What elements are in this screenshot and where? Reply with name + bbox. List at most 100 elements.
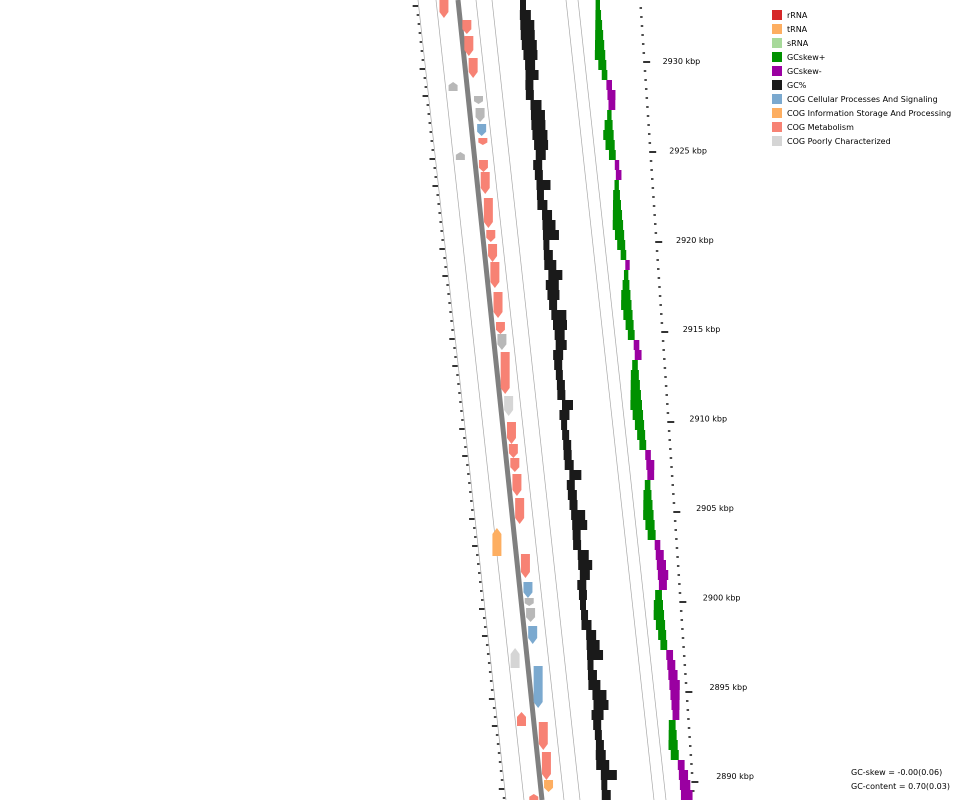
legend-label: COG Information Storage And Processing	[787, 108, 952, 118]
backbone-line	[455, 0, 545, 800]
gene-arrow	[520, 554, 530, 578]
gc-skew-bar	[678, 770, 689, 780]
gc-skew-bar	[637, 430, 646, 440]
gc-skew-bar	[612, 210, 623, 220]
legend-item: tRNA	[772, 22, 951, 36]
gc-skew-bar	[668, 720, 676, 730]
gc-skew-bar	[630, 380, 640, 390]
gc-skew-bar	[621, 290, 631, 300]
gene-arrow	[490, 262, 500, 288]
gene-arrow	[474, 96, 483, 104]
gc-skew-bar	[630, 400, 642, 410]
legend-label: COG Poorly Characterized	[787, 136, 891, 146]
gene-arrow	[510, 648, 520, 668]
gc-content-track	[519, 0, 617, 800]
gc-skew-bar	[655, 550, 664, 560]
gc-skew-bar	[670, 750, 679, 760]
position-label: 2915 kbp	[683, 325, 721, 334]
position-ticks	[412, 5, 699, 799]
ring-line	[565, 0, 655, 800]
gc-skew-bar	[655, 590, 662, 600]
position-label: 2895 kbp	[710, 683, 748, 692]
gc-skew-bar	[621, 300, 632, 310]
gc-content-band	[519, 0, 617, 800]
gene-arrow	[488, 244, 498, 262]
gc-skew-stat: GC-skew = -0.00(0.06)	[851, 768, 943, 777]
gc-skew-bar	[595, 20, 603, 30]
ring-guide-lines	[417, 0, 667, 800]
gc-skew-bar	[623, 310, 633, 320]
gc-skew-bar	[653, 610, 665, 620]
gc-skew-bar	[668, 730, 677, 740]
gene-arrow	[477, 124, 487, 136]
feature-track	[439, 0, 554, 800]
gc-skew-bar	[630, 370, 639, 380]
gene-arrow	[478, 160, 488, 172]
gc-skew-bar	[608, 100, 616, 110]
position-label: 2930 kbp	[663, 57, 701, 66]
gc-skew-bar	[656, 560, 666, 570]
legend-item: COG Information Storage And Processing	[772, 106, 951, 120]
legend-swatch	[772, 94, 782, 104]
ring-line	[491, 0, 581, 800]
gc-skew-bar	[645, 450, 651, 460]
gene-arrow	[462, 20, 472, 34]
legend-item: COG Poorly Characterized	[772, 134, 951, 148]
gc-skew-bar	[615, 170, 622, 180]
gc-skew-bar	[623, 270, 629, 280]
gc-skew-bar	[622, 280, 630, 290]
legend-label: rRNA	[787, 10, 808, 20]
position-label: 2910 kbp	[689, 415, 727, 424]
legend-label: COG Metabolism	[787, 122, 854, 132]
gc-skew-bar	[677, 760, 685, 770]
gc-skew-bar	[601, 70, 608, 80]
gc-skew-bar	[620, 250, 627, 260]
gene-arrow	[510, 458, 520, 472]
genome-backbone	[455, 0, 545, 800]
gc-skew-bar	[613, 200, 621, 210]
gc-skew-bar	[625, 260, 630, 270]
gc-skew-bar	[668, 670, 678, 680]
position-labels: 2930 kbp 2925 kbp 2920 kbp 2915 kbp 2910 kbp…	[663, 57, 754, 781]
gene-arrow	[455, 152, 465, 160]
gc-skew-bar	[639, 440, 647, 450]
gene-arrow	[515, 498, 525, 524]
legend-item: GC%	[772, 78, 951, 92]
position-label: 2900 kbp	[703, 593, 741, 602]
legend-item: rRNA	[772, 8, 951, 22]
gene-arrow	[439, 0, 449, 18]
position-label: 2905 kbp	[696, 504, 734, 513]
gene-arrow	[486, 230, 496, 242]
gc-skew-bar	[605, 140, 615, 150]
legend-swatch	[772, 10, 782, 20]
ring-line	[577, 0, 667, 800]
gc-skew-bar	[670, 690, 680, 700]
gc-skew-bar	[680, 790, 693, 800]
legend-swatch	[772, 80, 782, 90]
legend-item: COG Metabolism	[772, 120, 951, 134]
gc-skew-bar	[634, 420, 645, 430]
gc-skew-bar	[655, 620, 666, 630]
gc-skew-bar	[595, 0, 600, 10]
gene-arrow	[512, 474, 522, 496]
legend-label: tRNA	[787, 24, 808, 34]
ring-line	[435, 0, 525, 800]
gc-skew-bar	[643, 510, 654, 520]
legend-label: GCskew-	[787, 66, 822, 76]
gc-skew-bar	[668, 740, 678, 750]
gc-skew-bar	[658, 630, 667, 640]
gc-skew-bar	[657, 570, 669, 580]
gc-skew-bar	[669, 680, 680, 690]
gc-skew-bar	[667, 660, 676, 670]
legend-swatch	[772, 38, 782, 48]
legend-item: COG Cellular Processes And Signaling	[772, 92, 951, 106]
gc-skew-bar	[614, 180, 619, 190]
ring-line	[475, 0, 565, 800]
ring-line	[417, 0, 507, 800]
gc-skew-bar	[634, 350, 642, 360]
gene-arrow	[508, 444, 518, 458]
gc-skew-bar	[658, 580, 667, 590]
gene-arrow	[544, 780, 554, 792]
gc-skew-bar	[614, 230, 625, 240]
gene-arrow	[529, 794, 539, 800]
